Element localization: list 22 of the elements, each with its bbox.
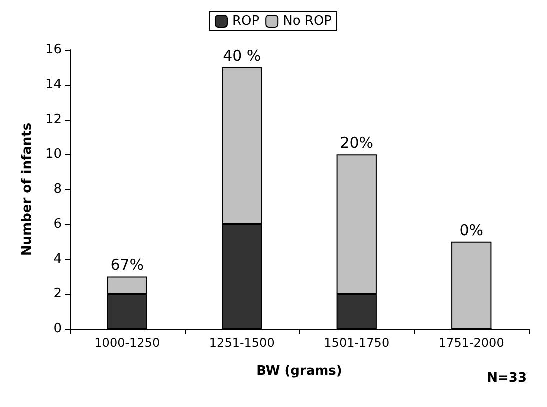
y-tick-label: 4 <box>54 252 62 267</box>
y-tick-label: 14 <box>45 77 62 92</box>
y-tick-label: 12 <box>45 112 62 128</box>
x-tick-label: 1251-1500 <box>209 336 275 350</box>
y-tick-label: 16 <box>45 42 62 58</box>
legend-label: ROP <box>232 14 260 29</box>
y-tick-label: 8 <box>54 182 62 197</box>
y-tick-label: 0 <box>54 322 62 336</box>
annotation: 0% <box>460 221 484 240</box>
text: N=33 <box>487 371 528 386</box>
y-tick-label: 2 <box>54 286 62 302</box>
y-tick-label: 10 <box>45 147 62 162</box>
annotation: 67% <box>110 256 144 274</box>
x-tick-label: 1501-1750 <box>324 336 390 350</box>
x-axis-title: BW (grams) <box>256 364 342 379</box>
y-axis-title: Number of infants <box>20 122 35 256</box>
annotation: 40 % <box>223 46 262 65</box>
x-tick-label: 1000-1250 <box>94 336 160 350</box>
x-tick-label: 1751-2000 <box>438 336 504 350</box>
annotation: 20% <box>340 134 374 152</box>
legend-label: No ROP <box>283 14 332 29</box>
y-tick-label: 6 <box>54 216 62 232</box>
